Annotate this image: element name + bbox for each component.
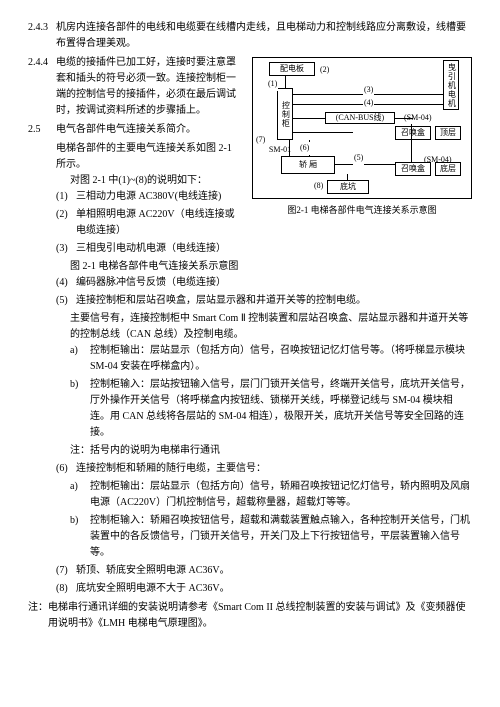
lbl1: (1) <box>267 78 278 91</box>
n8: (8) <box>56 581 76 597</box>
t6a: 控制柜输出：层站显示（包括方向）信号，轿厢召唤按钮记忆灯信号，轿内照明及风扇电源… <box>90 479 472 511</box>
item-6a: a) 控制柜输出：层站显示（包括方向）信号，轿厢召唤按钮记忆灯信号，轿内照明及风… <box>28 479 472 511</box>
t2: 单相照明电源 AC220V（电线连接或电缆连接） <box>76 207 244 239</box>
n2: (2) <box>56 207 76 223</box>
box-shangzhao: 召唤盒 <box>395 126 431 140</box>
line-h5 <box>335 164 395 165</box>
text-244: 电缆的接插件已加工好，连接时要注意罩套和插头的符号必须一致。连接控制柜一端的控制… <box>56 55 244 119</box>
line-h4 <box>395 118 413 119</box>
n4: (4) <box>56 275 76 291</box>
t3b: 图 2-1 电梯各部件电气连接关系示意图 <box>28 259 472 275</box>
diagram-block: 配电板 控制柜 曳引机电机 (CAN-BUS线) SM-01 轿 厢 底坑 (S… <box>252 57 472 217</box>
section-244: 2.4.4 电缆的接插件已加工好，连接时要注意罩套和插头的符号必须一致。连接控制… <box>28 55 244 119</box>
box-kongzhi: 控制柜 <box>277 88 293 140</box>
lbl2: (2) <box>319 64 330 77</box>
t8: 底坑安全照明电源不大于 AC36V。 <box>76 581 472 597</box>
section-25: 2.5 电气各部件电气连接关系简介。 <box>28 122 244 138</box>
n5a: a) <box>70 343 90 359</box>
lbl8: (8) <box>313 180 324 193</box>
t5note: 括号内的说明为电梯串行通讯 <box>90 443 472 459</box>
item-1: (1) 三相动力电源 AC380V(电线连接) <box>28 189 244 205</box>
item-5: (5) 连接控制柜和层站召唤盒，层站显示器和井道开关等的控制电缆。 <box>28 293 472 309</box>
t1: 三相动力电源 AC380V(电线连接) <box>76 189 244 205</box>
box-canbus: (CAN-BUS线) <box>325 112 395 124</box>
t5a: 控制柜输出：层站显示（包括方向）信号，召唤按钮记忆灯信号等。（将呼梯显示模块 S… <box>90 343 472 375</box>
line-v5 <box>347 174 348 180</box>
num-244: 2.4.4 <box>28 55 56 71</box>
footnote: 注： 电梯串行通讯详细的安装说明请参考《Smart Com II 总线控制装置的… <box>28 600 472 632</box>
item-2: (2) 单相照明电源 AC220V（电线连接或电缆连接） <box>28 207 244 239</box>
num-25: 2.5 <box>28 122 56 138</box>
n5note: 注： <box>70 443 90 459</box>
t5: 连接控制柜和层站召唤盒，层站显示器和井道开关等的控制电缆。 <box>76 293 472 309</box>
n1: (1) <box>56 189 76 205</box>
diagram: 配电板 控制柜 曳引机电机 (CAN-BUS线) SM-01 轿 厢 底坑 (S… <box>252 57 472 199</box>
n7: (7) <box>56 563 76 579</box>
line-v4 <box>289 140 290 156</box>
box-dinglou: 顶层 <box>435 126 461 140</box>
text-243: 机房内连接各部件的电线和电缆要在线槽内走线，且电梯动力和控制线路应分离敷设，线槽… <box>56 20 472 52</box>
box-peidian: 配电板 <box>269 62 315 76</box>
fn-t: 电梯串行通讯详细的安装说明请参考《Smart Com II 总线控制装置的安装与… <box>48 600 472 632</box>
box-dikeng: 底坑 <box>327 180 369 194</box>
lbl-sm01: SM-01 <box>263 144 297 156</box>
box-yyd: 曳引机电机 <box>443 60 459 110</box>
lbl6: (6) <box>299 142 310 155</box>
n5: (5) <box>56 293 76 309</box>
item-3: (3) 三相曳引电动机电源（电线连接） <box>28 241 472 257</box>
n3: (3) <box>56 241 76 257</box>
fn-n: 注： <box>28 600 48 616</box>
item-7: (7) 轿顶、轿底安全照明电源 AC36V。 <box>28 563 472 579</box>
line-h3 <box>293 118 325 119</box>
item-6: (6) 连接控制柜和轿厢的随行电缆，主要信号： <box>28 461 472 477</box>
t5b: 控制柜输入：层站按钮输入信号，层门门锁开关信号，终端开关信号，底坑开关信号，厅外… <box>90 377 472 441</box>
n6b: b) <box>70 513 90 529</box>
lbl5: (5) <box>353 152 364 165</box>
item-8: (8) 底坑安全照明电源不大于 AC36V。 <box>28 581 472 597</box>
n6: (6) <box>56 461 76 477</box>
line-v1 <box>285 76 286 88</box>
t6b: 控制柜输入：轿厢召唤按钮信号，超载和满载装置触点输入，各种控制开关信号，门机装置… <box>90 513 472 561</box>
lbl4: (4) <box>363 97 374 110</box>
t6: 连接控制柜和轿厢的随行电缆，主要信号： <box>76 461 472 477</box>
title-25: 电气各部件电气连接关系简介。 <box>56 122 244 138</box>
section-243: 2.4.3 机房内连接各部件的电线和电缆要在线槽内走线，且电梯动力和控制线路应分… <box>28 20 472 52</box>
num-243: 2.4.3 <box>28 20 56 36</box>
lbl3: (3) <box>363 84 374 97</box>
box-xiazhao: 召唤盒 <box>395 162 431 176</box>
line-h6 <box>293 132 353 133</box>
item-5note: 注： 括号内的说明为电梯串行通讯 <box>28 443 472 459</box>
line-v3 <box>411 124 412 162</box>
box-dilou: 底层 <box>435 162 461 176</box>
line-v2 <box>443 94 444 110</box>
t4: 编码器脉冲信号反馈（电缆连接） <box>76 275 472 291</box>
n6a: a) <box>70 479 90 495</box>
n5b: b) <box>70 377 90 393</box>
t5main: 主要信号有，连接控制柜中 Smart Com Ⅱ 控制装置和层站召唤盒、层站显示… <box>28 311 472 343</box>
box-jiaoxiang: 轿 厢 <box>281 156 335 174</box>
item-6b: b) 控制柜输入：轿厢召唤按钮信号，超载和满载装置触点输入，各种控制开关信号，门… <box>28 513 472 561</box>
lbl7: (7) <box>255 134 266 147</box>
item-5a: a) 控制柜输出：层站显示（包括方向）信号，召唤按钮记忆灯信号等。（将呼梯显示模… <box>28 343 472 375</box>
item-4: (4) 编码器脉冲信号反馈（电缆连接） <box>28 275 472 291</box>
t3: 三相曳引电动机电源（电线连接） <box>76 241 472 257</box>
item-5b: b) 控制柜输入：层站按钮输入信号，层门门锁开关信号，终端开关信号，底坑开关信号… <box>28 377 472 441</box>
diagram-caption: 图2-1 电梯各部件电气连接关系示意图 <box>252 203 472 217</box>
t7: 轿顶、轿底安全照明电源 AC36V。 <box>76 563 472 579</box>
